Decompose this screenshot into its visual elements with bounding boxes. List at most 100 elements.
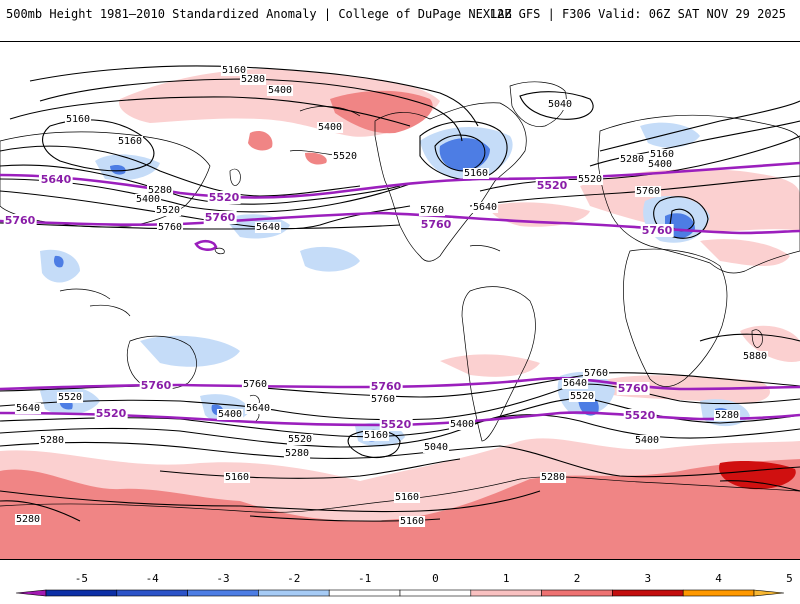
contour-label-bg-0 [220, 65, 248, 76]
colorbar-segment-10 [682, 589, 755, 597]
world-map: 5160 5280 5400 5160 5160 5400 5520 5280 5400 5520… [0, 41, 800, 560]
contour-hudson-low2 [434, 134, 486, 172]
contour-label-36: 5280 [40, 435, 64, 446]
contour-label-bg-24 [561, 378, 589, 389]
contour-label-0: 5160 [222, 65, 246, 76]
highlight-contour-label-6: 5760 [642, 224, 673, 237]
chart-header: 500mb Height 1981–2010 Standardized Anom… [0, 0, 800, 28]
highlight-contour-label-9: 5760 [618, 382, 649, 395]
highlight-contour-label-bg-4 [419, 218, 453, 231]
colorbar-tick-6: 1 [503, 572, 510, 585]
contour-label-bg-38 [448, 419, 476, 430]
contour-label-25: 5520 [570, 391, 594, 402]
colorbar-segment-5 [328, 589, 401, 597]
contour-label-3: 5160 [66, 114, 90, 125]
anomaly-region-siberia2 [305, 152, 327, 165]
anomaly-region-w-pacific-strong [53, 255, 64, 268]
anomaly-region-hudson-strong [439, 138, 490, 172]
highlight-contour-label-bg-2 [203, 211, 237, 224]
highlight-contour-label-bg-6 [640, 224, 674, 237]
highlight-contour-label-3: 5760 [5, 214, 36, 227]
contour-label-bg-9 [154, 205, 182, 216]
contour-label-bg-28 [241, 379, 269, 390]
highlight-contour-label-bg-12 [623, 409, 657, 422]
purple-contour-5520-south [0, 411, 800, 427]
contour-label-16: 5400 [648, 159, 672, 170]
contour-label-44: 5280 [16, 514, 40, 525]
contour-label-38: 5400 [450, 419, 474, 430]
contour-label-bg-23 [582, 368, 610, 379]
contour-label-bg-34 [286, 434, 314, 445]
coast-madagascar [751, 329, 763, 348]
highlight-contour-label-bg-9 [616, 382, 650, 395]
contour-label-bg-8 [134, 194, 162, 205]
colorbar-segment-2 [116, 589, 188, 597]
colorbar-segment-0 [15, 589, 47, 597]
contour-eu-low [653, 196, 709, 239]
highlight-contour-label-0: 5640 [41, 173, 72, 186]
contour-label-27: 5280 [715, 410, 739, 421]
contour-label-bg-16 [646, 159, 674, 170]
highlight-contour-label-bg-7 [139, 379, 173, 392]
colorbar-tick-10: 5 [786, 572, 793, 585]
colorbar-tick-9: 4 [715, 572, 722, 585]
colorbar-segment-8 [541, 589, 613, 597]
colorbar-tick-1: -4 [146, 572, 160, 585]
coast-greenland [509, 81, 567, 127]
contour-label-bg-27 [713, 410, 741, 421]
highlight-contour-label-11: 5520 [381, 418, 412, 431]
contour-5160-sh [159, 458, 461, 479]
contour-label-bg-30 [14, 403, 42, 414]
colorbar-segment-11 [753, 589, 785, 597]
contour-label-6: 5520 [333, 151, 357, 162]
contour-label-7: 5280 [148, 185, 172, 196]
coast-africa [623, 248, 728, 387]
contour-label-30: 5640 [16, 403, 40, 414]
contour-label-41: 5160 [225, 472, 249, 483]
contour-label-bg-35 [283, 448, 311, 459]
contour-label-17: 5520 [578, 174, 602, 185]
anomaly-region-siberia [248, 130, 273, 151]
map-canvas: 5160 5280 5400 5160 5160 5400 5520 5280 5400 5520… [0, 65, 800, 559]
contour-5640-pac [0, 190, 411, 230]
anomaly-region-bering-strong [110, 164, 126, 175]
contour-label-29: 5760 [371, 394, 395, 405]
contour-label-bg-17 [576, 174, 604, 185]
colorbar-tick-8: 3 [644, 572, 651, 585]
contour-label-bg-25 [568, 391, 596, 402]
contour-label-37: 5160 [364, 430, 388, 441]
coast-north-america [374, 102, 527, 262]
highlight-contour-label-bg-10 [94, 407, 128, 420]
model-run-info: 12Z GFS | F306 Valid: 06Z SAT NOV 29 202… [489, 7, 786, 21]
contour-label-5: 5400 [318, 122, 342, 133]
colorbar-segment-9 [612, 589, 684, 597]
contour-label-4: 5160 [118, 136, 142, 147]
contour-label-bg-26 [633, 435, 661, 446]
highlight-contour-label-5: 5520 [537, 179, 568, 192]
highlight-contour-label-bg-8 [369, 380, 403, 393]
anomaly-region-north-pacific-strong [330, 90, 433, 134]
contour-label-bg-36 [38, 435, 66, 446]
contour-5880-sh [699, 333, 800, 342]
coastlines [0, 81, 800, 513]
contour-label-bg-41 [223, 472, 251, 483]
contour-label-13: 5040 [548, 99, 572, 110]
anomaly-region-scandinavia [640, 122, 700, 148]
contour-label-bg-42 [393, 492, 421, 503]
contour-label-bg-21 [418, 205, 446, 216]
contour-label-bg-11 [156, 222, 184, 233]
contour-label-11: 5760 [158, 222, 182, 233]
contour-label-bg-44 [14, 514, 42, 525]
highlight-contour-label-7: 5760 [141, 379, 172, 392]
colorbar-tick-3: -2 [287, 572, 300, 585]
contour-label-bg-13 [546, 99, 574, 110]
highlight-contour-label-12: 5520 [625, 409, 656, 422]
colorbar-segment-1 [45, 589, 118, 597]
contour-label-28: 5760 [243, 379, 267, 390]
colorbar-tick-4: -1 [358, 572, 371, 585]
anomaly-region-antarctic-strong [0, 459, 800, 559]
contour-label-23: 5760 [584, 368, 608, 379]
contour-5280-eu [599, 100, 800, 152]
contour-label-bg-5 [316, 122, 344, 133]
coast-hawaii [214, 247, 225, 255]
